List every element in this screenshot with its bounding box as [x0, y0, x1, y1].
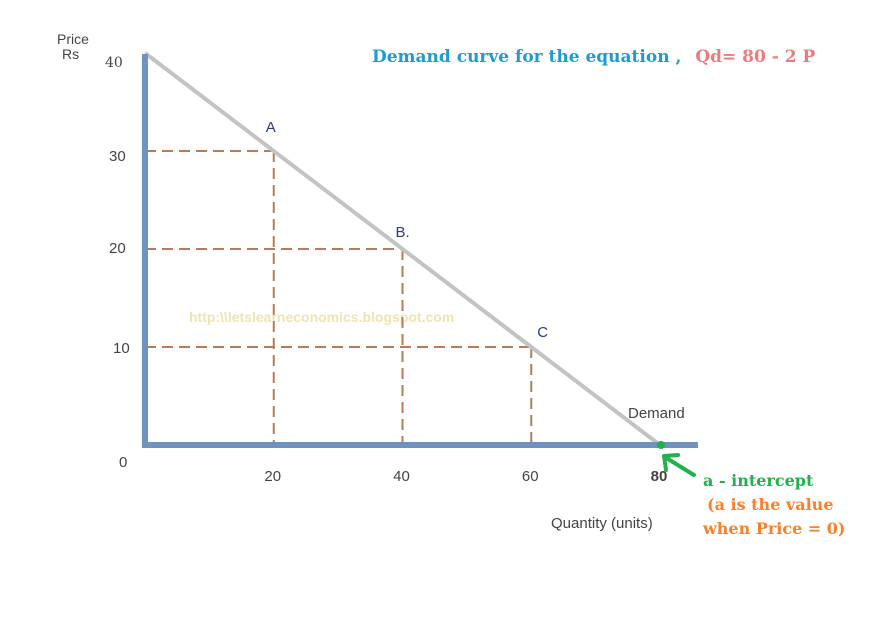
- demand-series: [143, 51, 662, 447]
- y-tick-0: 0: [119, 454, 127, 471]
- x-tick-40: 40: [393, 468, 410, 485]
- x-tick-labels: 20 40 60 80: [264, 468, 667, 485]
- title-text: Demand curve for the equation ,: [372, 47, 681, 67]
- axes: [142, 54, 698, 448]
- intercept-note-line1: (a is the value: [707, 495, 834, 514]
- y-tick-10: 10: [113, 340, 130, 357]
- series-label-demand: Demand: [628, 405, 685, 422]
- x-tick-20: 20: [264, 468, 281, 485]
- point-labels: A B. C: [266, 119, 549, 341]
- intercept-arrow-shaft: [666, 457, 696, 477]
- y-axis-label-price: Price: [57, 31, 89, 47]
- point-label-b: B.: [396, 224, 410, 241]
- y-tick-20: 20: [109, 240, 126, 257]
- intercept-label: a - intercept: [703, 471, 814, 490]
- y-axis-label-unit: Rs: [62, 46, 79, 62]
- point-label-c: C: [537, 324, 548, 341]
- watermark: http:\\letslearneconomics.blogspot.com: [189, 309, 454, 325]
- point-label-a: A: [266, 119, 276, 136]
- intercept-arrow-head: [662, 453, 680, 472]
- x-tick-80: 80: [651, 468, 668, 485]
- intercept-note-line2: when Price = 0): [702, 519, 846, 538]
- y-tick-labels: 0 10 20 30 40: [105, 55, 130, 471]
- chart-title: Demand curve for the equation , Qd= 80 -…: [372, 47, 815, 67]
- guide-lines: [145, 150, 533, 445]
- intercept-annotation: a - intercept (a is the value when Price…: [657, 441, 846, 538]
- y-tick-30: 30: [109, 148, 126, 165]
- y-tick-40: 40: [105, 55, 123, 71]
- title-equation: Qd= 80 - 2 P: [695, 47, 815, 67]
- intercept-point: [657, 441, 665, 449]
- x-tick-60: 60: [522, 468, 539, 485]
- demand-line: [143, 51, 662, 447]
- x-axis-label: Quantity (units): [551, 515, 653, 532]
